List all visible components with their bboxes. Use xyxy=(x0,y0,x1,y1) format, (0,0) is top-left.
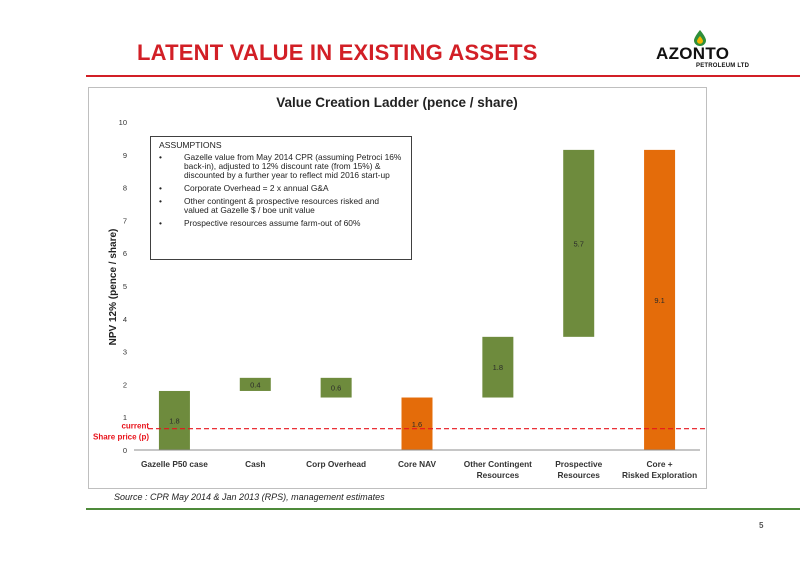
y-tick-label: 8 xyxy=(123,184,127,193)
y-tick-label: 7 xyxy=(123,216,127,225)
source-note: Source : CPR May 2014 & Jan 2013 (RPS), … xyxy=(114,492,385,502)
list-item: Prospective resources assume farm-out of… xyxy=(159,219,405,229)
bar-value-label: 1.6 xyxy=(412,420,422,429)
assumptions-title: ASSUMPTIONS xyxy=(159,140,222,150)
waterfall-bar xyxy=(482,336,514,398)
y-tick-label: 9 xyxy=(123,151,127,160)
bar-value-label: 1.8 xyxy=(169,416,179,425)
y-tick-label: 1 xyxy=(123,413,127,422)
y-tick-label: 2 xyxy=(123,380,127,389)
oil-drop-icon xyxy=(694,30,706,46)
x-tick-label: Cash xyxy=(245,459,265,469)
x-tick-label: Corp Overhead xyxy=(306,459,366,469)
x-axis-labels: Gazelle P50 case Cash Corp Overhead Core NA… xyxy=(141,459,697,480)
y-tick-label: 6 xyxy=(123,249,127,258)
y-tick-label: 0 xyxy=(123,446,127,455)
bar-value-label: 9.1 xyxy=(654,296,664,305)
x-tick-label: Gazelle P50 case xyxy=(141,459,208,469)
page-number: 5 xyxy=(759,521,764,530)
logo-subtitle: PETROLEUM LTD xyxy=(696,63,750,69)
logo-wordmark: AZONTO xyxy=(656,44,730,63)
bar-value-label: 5.7 xyxy=(573,239,583,248)
waterfall-bar xyxy=(563,149,595,337)
share-price-label: Share price (p) xyxy=(93,433,149,442)
list-item: Other contingent & prospective resources… xyxy=(159,197,405,215)
y-axis-label: NPV 12% (pence / share) xyxy=(108,229,119,346)
chart-title: Value Creation Ladder (pence / share) xyxy=(276,95,518,110)
x-tick-label: Other Contingent Resources xyxy=(464,459,532,480)
list-item: Gazelle value from May 2014 CPR (assumin… xyxy=(159,153,405,180)
y-axis-ticks: 0 1 2 3 4 5 6 7 8 9 10 xyxy=(119,118,127,455)
bar-value-label: 1.8 xyxy=(493,363,503,372)
y-tick-label: 4 xyxy=(123,315,127,324)
bar-value-label: 0.6 xyxy=(331,384,341,393)
waterfall-bar xyxy=(401,397,433,450)
waterfall-bar xyxy=(644,149,676,450)
waterfall-bar xyxy=(158,390,190,450)
footer-divider xyxy=(86,508,800,510)
bar-value-label: 0.4 xyxy=(250,380,260,389)
company-logo: AZONTO PETROLEUM LTD xyxy=(648,30,768,76)
title-divider xyxy=(86,75,800,77)
y-tick-label: 3 xyxy=(123,348,127,357)
list-item: Corporate Overhead = 2 x annual G&A xyxy=(159,184,405,194)
x-tick-label: Prospective Resources xyxy=(555,459,602,480)
waterfall-bar xyxy=(320,377,352,398)
bar-value-labels: 1.8 0.4 0.6 1.6 1.8 5.7 9.1 xyxy=(169,239,665,428)
share-price-label: current xyxy=(121,422,149,431)
slide-title: LATENT VALUE IN EXISTING ASSETS xyxy=(137,40,538,65)
x-tick-label: Core NAV xyxy=(398,459,437,469)
y-tick-label: 10 xyxy=(119,118,127,127)
assumptions-list: Gazelle value from May 2014 CPR (assumin… xyxy=(159,153,405,229)
y-tick-label: 5 xyxy=(123,282,127,291)
waterfall-bar xyxy=(239,377,271,391)
assumptions-box: ASSUMPTIONS Gazelle value from May 2014 … xyxy=(150,136,412,260)
bars xyxy=(158,149,676,450)
x-tick-label: Core + Risked Exploration xyxy=(622,459,697,480)
